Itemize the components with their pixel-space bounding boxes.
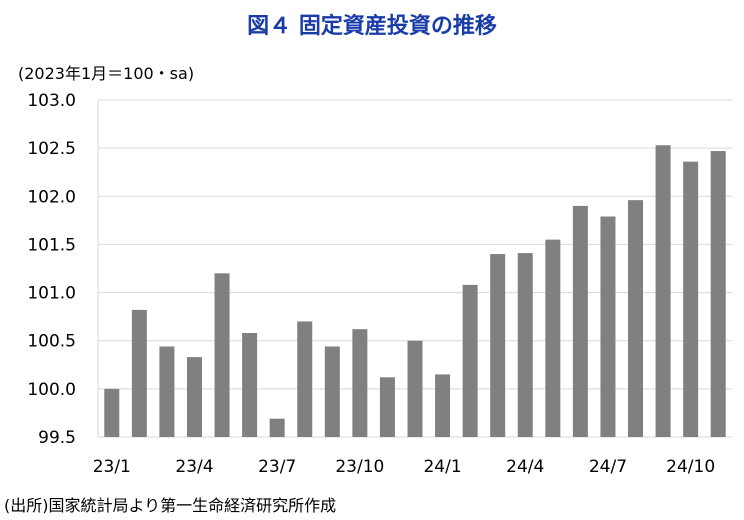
y-tick-label: 101.5 <box>27 235 76 255</box>
bar-23/3 <box>159 346 175 437</box>
y-axis-unit-label: (2023年1月＝100・sa) <box>18 64 195 83</box>
bar-24/10 <box>683 161 699 437</box>
bar-24/2 <box>462 284 478 437</box>
bar-24/11 <box>710 151 726 437</box>
bar-24/6 <box>572 205 588 437</box>
bar-23/12 <box>407 340 423 437</box>
x-tick-label: 24/4 <box>506 457 544 477</box>
bar-23/4 <box>186 357 202 437</box>
bar-23/6 <box>242 333 258 437</box>
y-tick-label: 103.0 <box>27 91 76 111</box>
y-tick-label: 100.5 <box>27 332 76 352</box>
y-tick-label: 100.0 <box>27 380 76 400</box>
bar-24/3 <box>490 254 506 437</box>
y-tick-label: 99.5 <box>38 428 76 448</box>
bar-24/5 <box>545 239 561 437</box>
x-tick-label: 24/10 <box>666 457 715 477</box>
bar-24/1 <box>435 374 451 437</box>
x-tick-label: 23/10 <box>335 457 384 477</box>
y-tick-label: 102.5 <box>27 139 76 159</box>
bar-23/8 <box>297 321 313 437</box>
x-tick-label: 24/7 <box>589 457 627 477</box>
bar-24/4 <box>517 253 533 437</box>
x-tick-label: 23/1 <box>93 457 131 477</box>
bar-23/1 <box>104 388 120 437</box>
y-tick-label: 102.0 <box>27 187 76 207</box>
bar-23/5 <box>214 273 230 437</box>
bar-23/9 <box>324 346 340 437</box>
y-tick-label: 101.0 <box>27 284 76 304</box>
bar-24/8 <box>628 200 644 437</box>
chart-title: 図４ 固定資産投資の推移 <box>247 14 497 39</box>
bar-23/11 <box>379 377 395 437</box>
x-tick-label: 24/1 <box>423 457 461 477</box>
bar-23/10 <box>352 329 368 437</box>
x-tick-label: 23/4 <box>175 457 213 477</box>
bar-24/9 <box>655 145 671 438</box>
x-tick-label: 23/7 <box>258 457 296 477</box>
source-note: (出所)国家統計局より第一生命経済研究所作成 <box>4 496 337 515</box>
bar-23/2 <box>131 309 147 437</box>
bar-24/7 <box>600 216 616 437</box>
bar-23/7 <box>269 418 285 437</box>
